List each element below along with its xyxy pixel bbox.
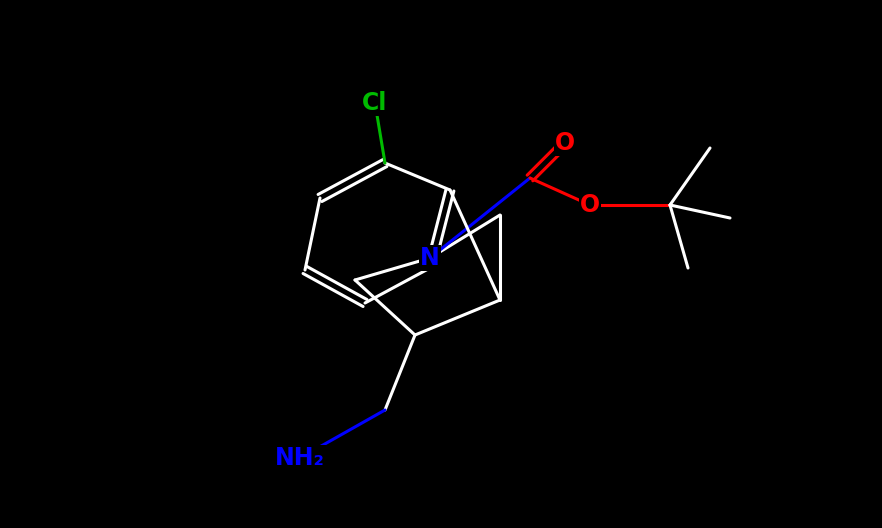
Text: O: O [555,131,575,155]
Text: O: O [580,193,600,217]
Text: NH₂: NH₂ [275,446,325,470]
Text: Cl: Cl [363,91,388,115]
Text: N: N [420,246,440,270]
